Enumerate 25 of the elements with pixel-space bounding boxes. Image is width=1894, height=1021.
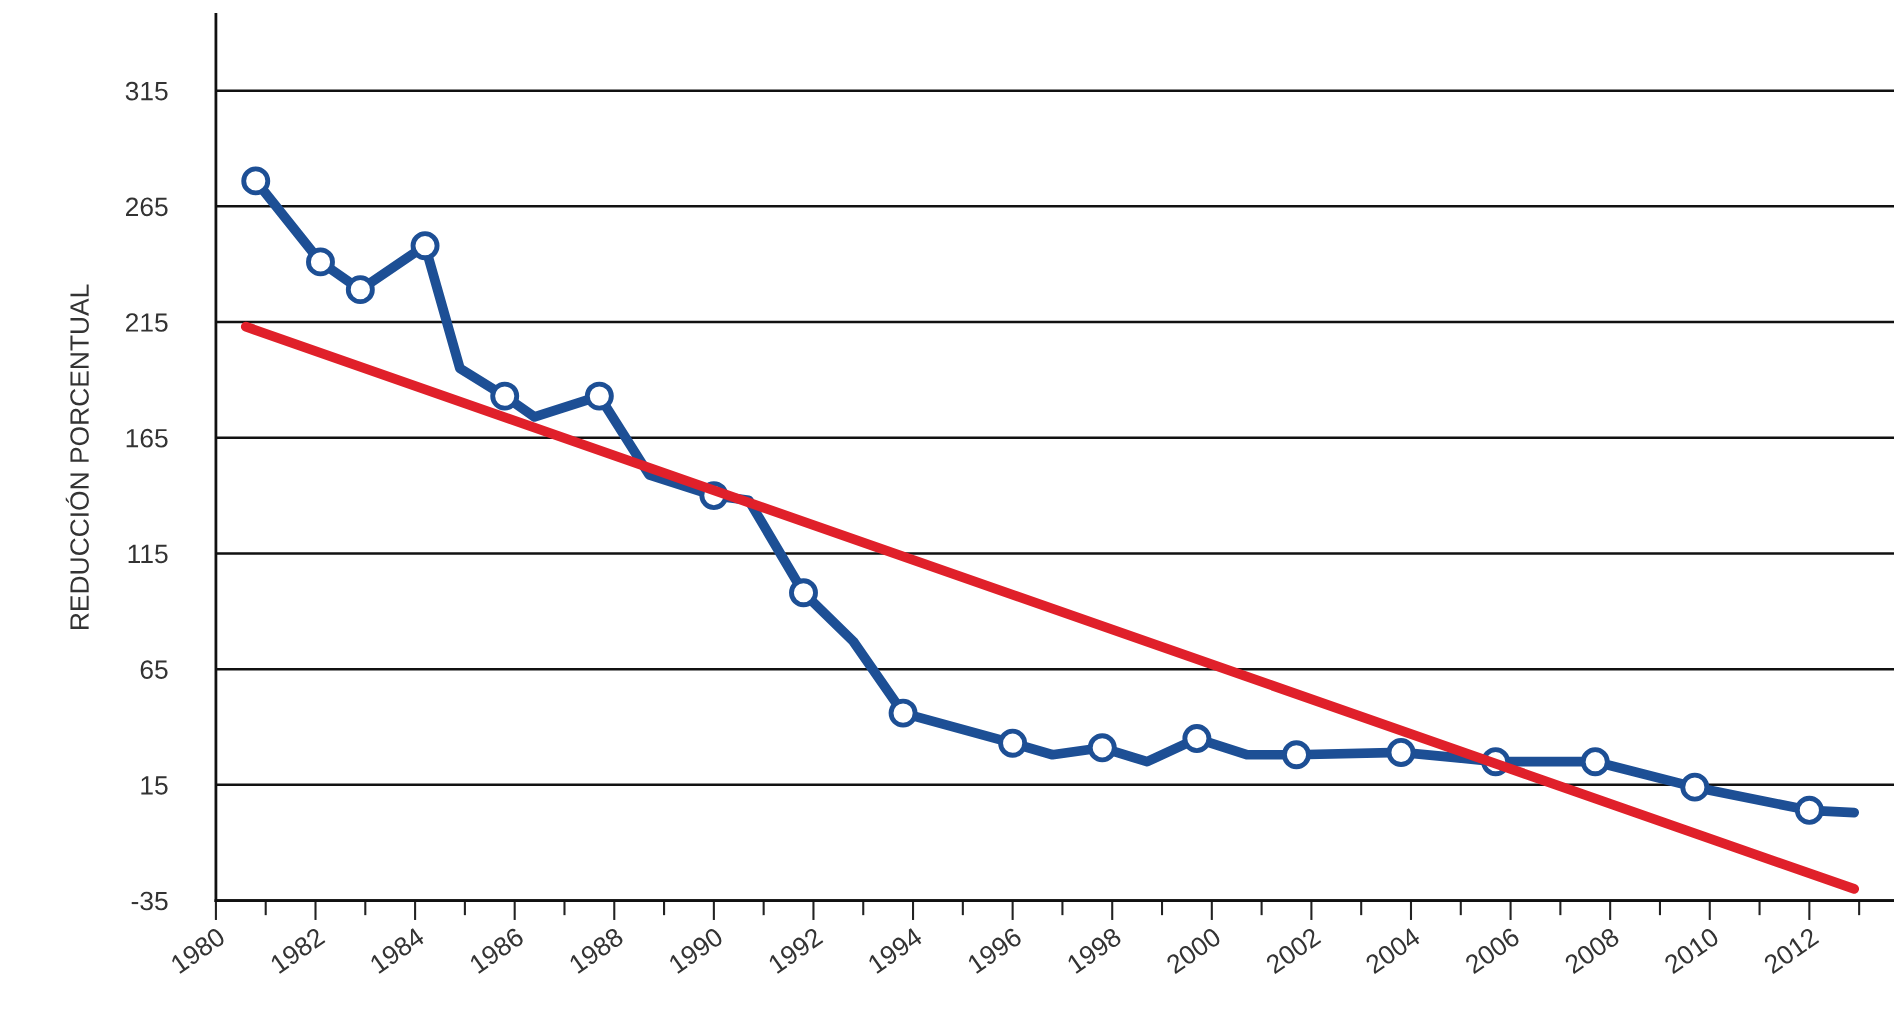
point (1386, 737, 1416, 767)
point (241, 166, 271, 196)
y-tick-label: 65 (140, 660, 168, 679)
point (1680, 772, 1710, 802)
y-tick-label: 315 (125, 81, 168, 101)
y-tick-label: 215 (126, 313, 168, 332)
point (1580, 747, 1610, 777)
point (306, 247, 335, 277)
point (888, 698, 918, 728)
y-tick-label: 15 (141, 776, 168, 795)
y-tick-label: -35 (131, 891, 168, 911)
point (1794, 795, 1824, 825)
point (490, 381, 520, 411)
point (1282, 740, 1311, 770)
point (584, 381, 614, 411)
y-tick-label: 265 (126, 197, 168, 217)
y-tick-label: 115 (128, 544, 168, 564)
point (998, 728, 1028, 758)
point (1087, 733, 1117, 763)
y-axis-title: REDUCCIÓN PORCENTUAL (65, 284, 89, 629)
point (789, 578, 818, 608)
point (1182, 724, 1212, 754)
point (410, 231, 440, 261)
point (345, 275, 375, 305)
y-tick-label: 165 (126, 428, 168, 448)
